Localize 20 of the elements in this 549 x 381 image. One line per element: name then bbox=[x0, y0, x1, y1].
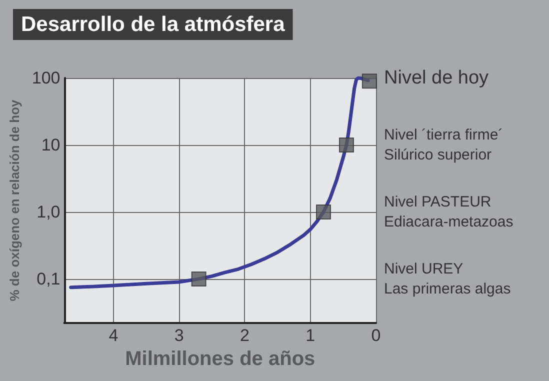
y-tick-label: 10 bbox=[41, 135, 60, 154]
y-tick-label: 100 bbox=[32, 68, 60, 88]
chart-title: Desarrollo de la atmósfera bbox=[21, 13, 286, 36]
x-tick-label: 4 bbox=[108, 326, 118, 345]
y-tick-label: 1,0 bbox=[36, 202, 60, 222]
x-tick-label: 3 bbox=[174, 326, 184, 345]
text: Nivel PASTEUR Ediacara-metazoas bbox=[384, 194, 514, 230]
x-tick-label: 1 bbox=[306, 326, 316, 345]
x-tick-label: 2 bbox=[240, 326, 250, 345]
text: Nivel UREY Las primeras algas bbox=[384, 260, 511, 298]
point bbox=[316, 204, 331, 220]
point bbox=[191, 271, 206, 286]
point bbox=[362, 74, 377, 89]
x-axis-title: Milmillones de años bbox=[125, 348, 316, 370]
text: Nivel ´tierra firme´ Silúrico superior bbox=[384, 126, 504, 164]
text: Nivel de hoy bbox=[384, 68, 490, 88]
y-axis-title: % de oxígeno en relación de hoy bbox=[7, 98, 22, 302]
x-tick-label: 0 bbox=[371, 326, 381, 345]
point bbox=[338, 137, 354, 152]
y-tick-label: 0,1 bbox=[36, 269, 60, 288]
